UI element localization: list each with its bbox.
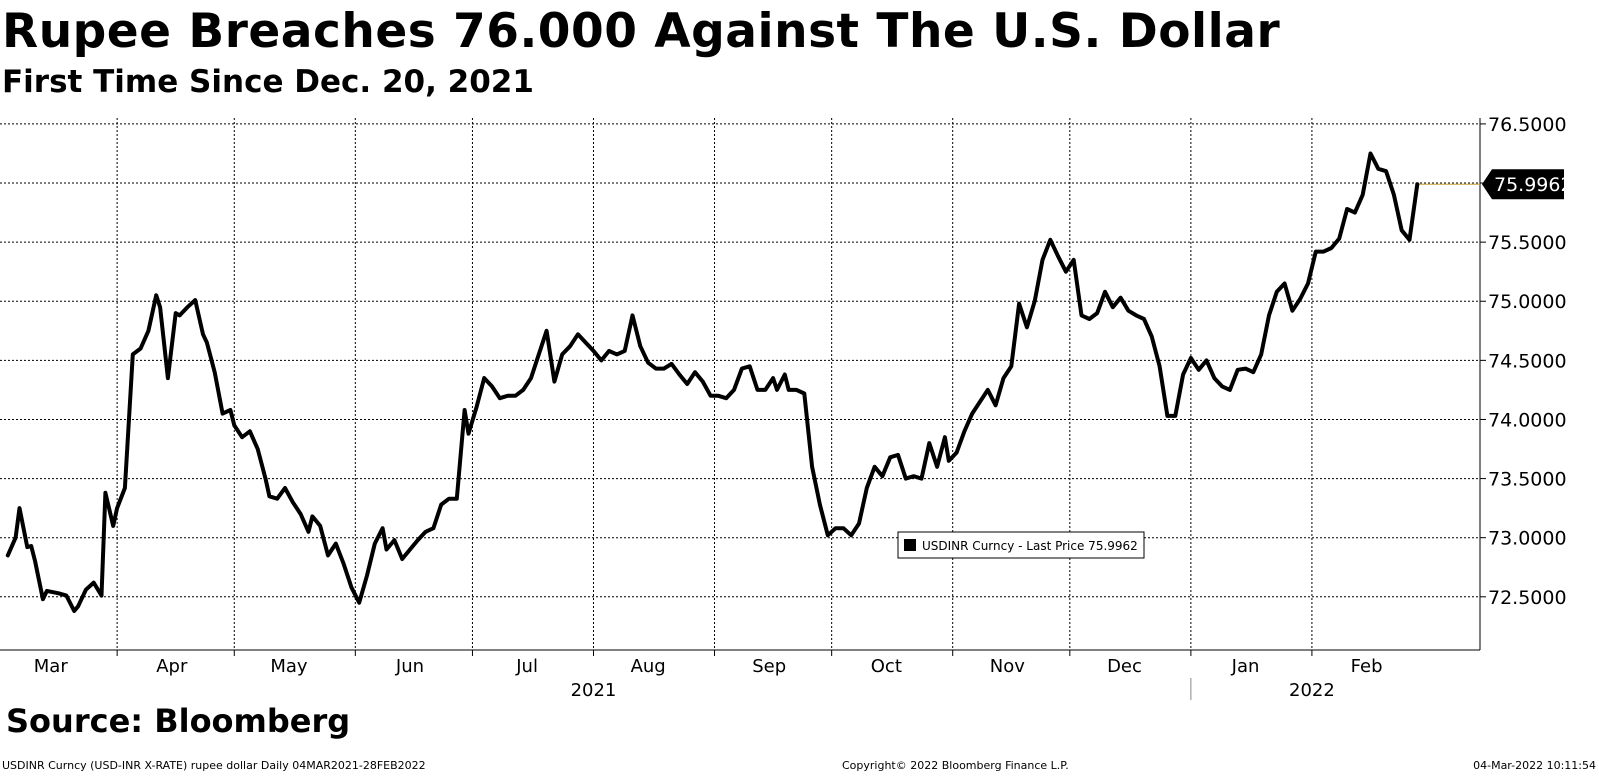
x-tick-label: Jun xyxy=(395,656,424,677)
x-tick-label: Mar xyxy=(34,656,69,677)
y-tick-label: 73.0000 xyxy=(1488,528,1567,550)
y-tick-label: 75.0000 xyxy=(1488,291,1567,313)
x-tick-label: Aug xyxy=(631,656,666,677)
axis-labels: 76.5000 75.5000 75.0000 74.5000 74.0000 73.50… xyxy=(34,114,1573,701)
grid-lines xyxy=(0,118,1480,650)
y-tick-label: 73.5000 xyxy=(1488,469,1567,491)
y-tick-label: 72.5000 xyxy=(1488,587,1567,609)
last-price-label: 75.9962 xyxy=(1494,174,1573,196)
chart-title: Rupee Breaches 76.000 Against The U.S. D… xyxy=(2,4,1281,59)
y-tick-label: 74.5000 xyxy=(1488,350,1567,372)
x-tick-label: Sep xyxy=(752,656,786,677)
year-label: 2021 xyxy=(571,680,617,701)
x-tick-label: Jul xyxy=(515,656,538,677)
series-layer xyxy=(5,151,1420,613)
series-line-usdinr xyxy=(5,151,1420,613)
y-tick-label: 75.5000 xyxy=(1488,232,1567,254)
source-note: Source: Bloomberg xyxy=(6,702,351,740)
chart-axes xyxy=(0,118,1486,700)
y-tick-label: 76.5000 xyxy=(1488,114,1567,136)
legend-swatch xyxy=(904,539,916,551)
x-tick-label: Apr xyxy=(156,656,188,677)
legend: USDINR Curncy - Last Price 75.9962 xyxy=(897,531,1145,559)
timestamp: 04-Mar-2022 10:11:54 xyxy=(1473,759,1596,772)
year-label: 2022 xyxy=(1289,680,1335,701)
y-tick-label: 74.0000 xyxy=(1488,409,1567,431)
x-tick-label: May xyxy=(270,656,308,677)
chart-subtitle: First Time Since Dec. 20, 2021 xyxy=(2,64,534,100)
copyright-note: Copyright© 2022 Bloomberg Finance L.P. xyxy=(842,759,1069,772)
legend-label: USDINR Curncy - Last Price 75.9962 xyxy=(922,539,1138,553)
x-tick-label: Nov xyxy=(990,656,1025,677)
x-tick-label: Oct xyxy=(871,656,902,677)
x-tick-label: Dec xyxy=(1107,656,1142,677)
legend-box xyxy=(897,531,1145,559)
x-tick-label: Feb xyxy=(1351,656,1383,677)
x-tick-label: Jan xyxy=(1231,656,1260,677)
series-description: USDINR Curncy (USD-INR X-RATE) rupee dol… xyxy=(2,759,426,772)
last-price-badge xyxy=(1482,169,1564,200)
